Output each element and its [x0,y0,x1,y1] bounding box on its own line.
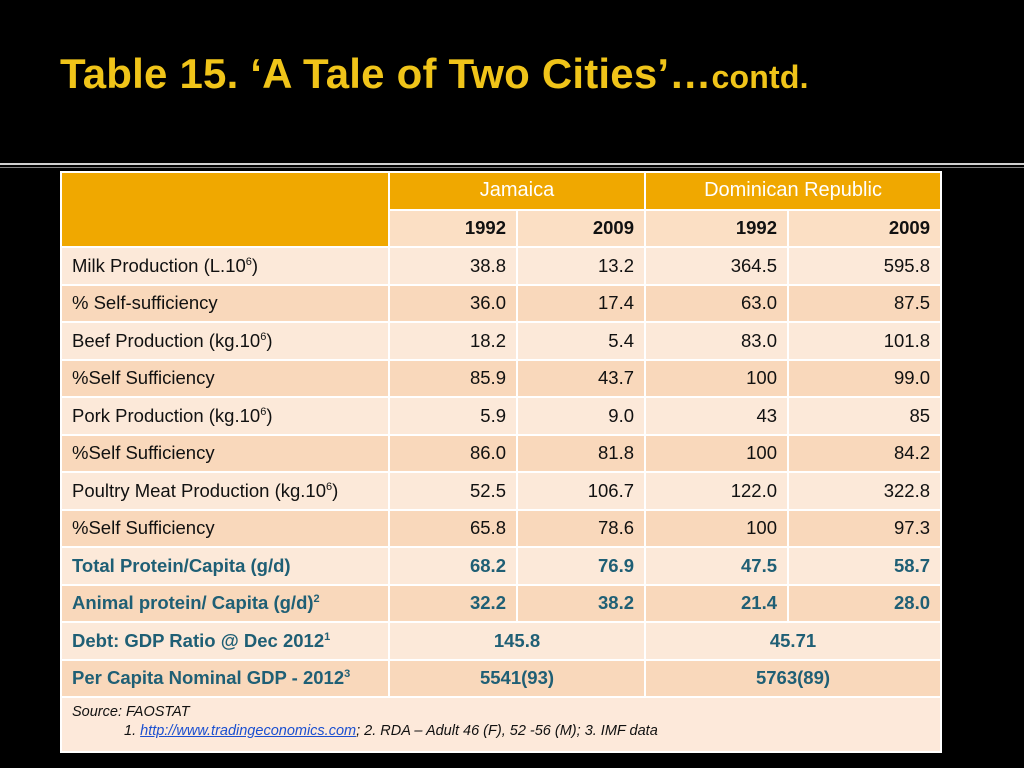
merged-cell: 45.71 [644,621,943,661]
footnote-prefix: 1. [124,723,141,739]
footnote-text: ; 2. RDA – Adult 46 (F), 52 -56 (M); 3. … [356,723,658,739]
table-cell: 36.0 [388,283,518,323]
source-line-2: 1. http://www.tradingeconomics.com; 2. R… [72,723,930,739]
table-cell: 43 [644,396,790,436]
merged-cell: 5763(89) [644,658,943,698]
table-cell: 101.8 [787,321,943,361]
divider-line-thin [0,167,1024,168]
table-cell: 100 [644,433,790,473]
table-cell: 21.4 [644,583,790,623]
row-label: %Self Sufficiency [60,508,390,548]
row-label: Animal protein/ Capita (g/d)2 [60,583,390,623]
table-row: %Self Sufficiency 86.0 81.8 100 84.2 [60,433,943,473]
row-label: Pork Production (kg.106) [60,396,390,436]
data-table: Jamaica Dominican Republic 1992 2009 199… [59,171,943,753]
row-label: Poultry Meat Production (kg.106) [60,471,390,511]
table-cell: 76.9 [515,546,647,586]
table-cell: 47.5 [644,546,790,586]
table-cell: 364.5 [644,246,790,286]
table-cell: 78.6 [515,508,647,548]
row-label: Beef Production (kg.106) [60,321,390,361]
table-cell: 38.8 [388,246,518,286]
merged-cell: 145.8 [387,621,647,661]
table-cell: 9.0 [515,396,647,436]
title-main: Table 15. ‘A Tale of Two Cities’… [60,50,712,97]
table-cell: 32.2 [388,583,518,623]
economic-row: Per Capita Nominal GDP - 20123 5541(93) 57… [60,658,943,698]
table-cell: 38.2 [515,583,647,623]
country-header-row: Jamaica Dominican Republic [60,171,943,248]
table-cell: 106.7 [515,471,647,511]
table-cell: 322.8 [787,471,943,511]
slide-title: Table 15. ‘A Tale of Two Cities’…contd. [60,50,809,98]
year-header: 2009 [515,208,647,248]
table-cell: 65.8 [388,508,518,548]
country-header-jamaica: Jamaica [387,171,647,211]
table-cell: 58.7 [787,546,943,586]
row-label: %Self Sufficiency [60,358,390,398]
table-cell: 85 [787,396,943,436]
table-cell: 68.2 [388,546,518,586]
table-cell: 81.8 [515,433,647,473]
country-header-dominican-republic: Dominican Republic [644,171,943,211]
row-label: Per Capita Nominal GDP - 20123 [60,658,390,698]
table-cell: 100 [644,508,790,548]
table-cell: 86.0 [388,433,518,473]
table-cell: 13.2 [515,246,647,286]
table-cell: 28.0 [787,583,943,623]
summary-row: Animal protein/ Capita (g/d)2 32.2 38.2 21.… [60,583,943,623]
economic-row: Debt: GDP Ratio @ Dec 20121 145.8 45.71 [60,621,943,661]
source-link[interactable]: http://www.tradingeconomics.com [140,723,357,739]
row-label: % Self-sufficiency [60,283,390,323]
table-row: Milk Production (L.106) 38.8 13.2 364.5 595.… [60,246,943,286]
table-cell: 63.0 [644,283,790,323]
year-header: 1992 [644,208,790,248]
table-cell: 122.0 [644,471,790,511]
summary-row: Total Protein/Capita (g/d) 68.2 76.9 47.5 58… [60,546,943,586]
divider-line [0,163,1024,165]
table-cell: 18.2 [388,321,518,361]
table-cell: 595.8 [787,246,943,286]
row-label: Debt: GDP Ratio @ Dec 20121 [60,621,390,661]
table-row: Beef Production (kg.106) 18.2 5.4 83.0 101.8 [60,321,943,361]
table-cell: 5.9 [388,396,518,436]
table-row: Pork Production (kg.106) 5.9 9.0 43 85 [60,396,943,436]
table-cell: 5.4 [515,321,647,361]
table-row: Poultry Meat Production (kg.106) 52.5 106.… [60,471,943,511]
table-cell: 100 [644,358,790,398]
title-suffix: contd. [711,59,809,95]
year-header: 2009 [787,208,943,248]
table-cell: 52.5 [388,471,518,511]
table-cell: 84.2 [787,433,943,473]
table-cell: 99.0 [787,358,943,398]
table-row: %Self Sufficiency 85.9 43.7 100 99.0 [60,358,943,398]
source-note: Source: FAOSTAT 1. http://www.tradingeco… [59,696,943,753]
table-cell: 85.9 [388,358,518,398]
source-row: Source: FAOSTAT 1. http://www.tradingeco… [59,696,943,753]
table-cell: 17.4 [515,283,647,323]
table-cell: 87.5 [787,283,943,323]
source-line-1: Source: FAOSTAT [72,704,190,720]
year-header: 1992 [388,208,518,248]
row-label: %Self Sufficiency [60,433,390,473]
row-label: Milk Production (L.106) [60,246,390,286]
table-cell: 83.0 [644,321,790,361]
title-band: Table 15. ‘A Tale of Two Cities’…contd. [0,0,1024,160]
corner-cell [60,171,390,248]
row-label: Total Protein/Capita (g/d) [60,546,390,586]
table-cell: 97.3 [787,508,943,548]
merged-cell: 5541(93) [387,658,647,698]
table-row: %Self Sufficiency 65.8 78.6 100 97.3 [60,508,943,548]
table-cell: 43.7 [515,358,647,398]
table-row: % Self-sufficiency 36.0 17.4 63.0 87.5 [60,283,943,323]
year-header-row: 1992 2009 1992 2009 [61,208,943,248]
